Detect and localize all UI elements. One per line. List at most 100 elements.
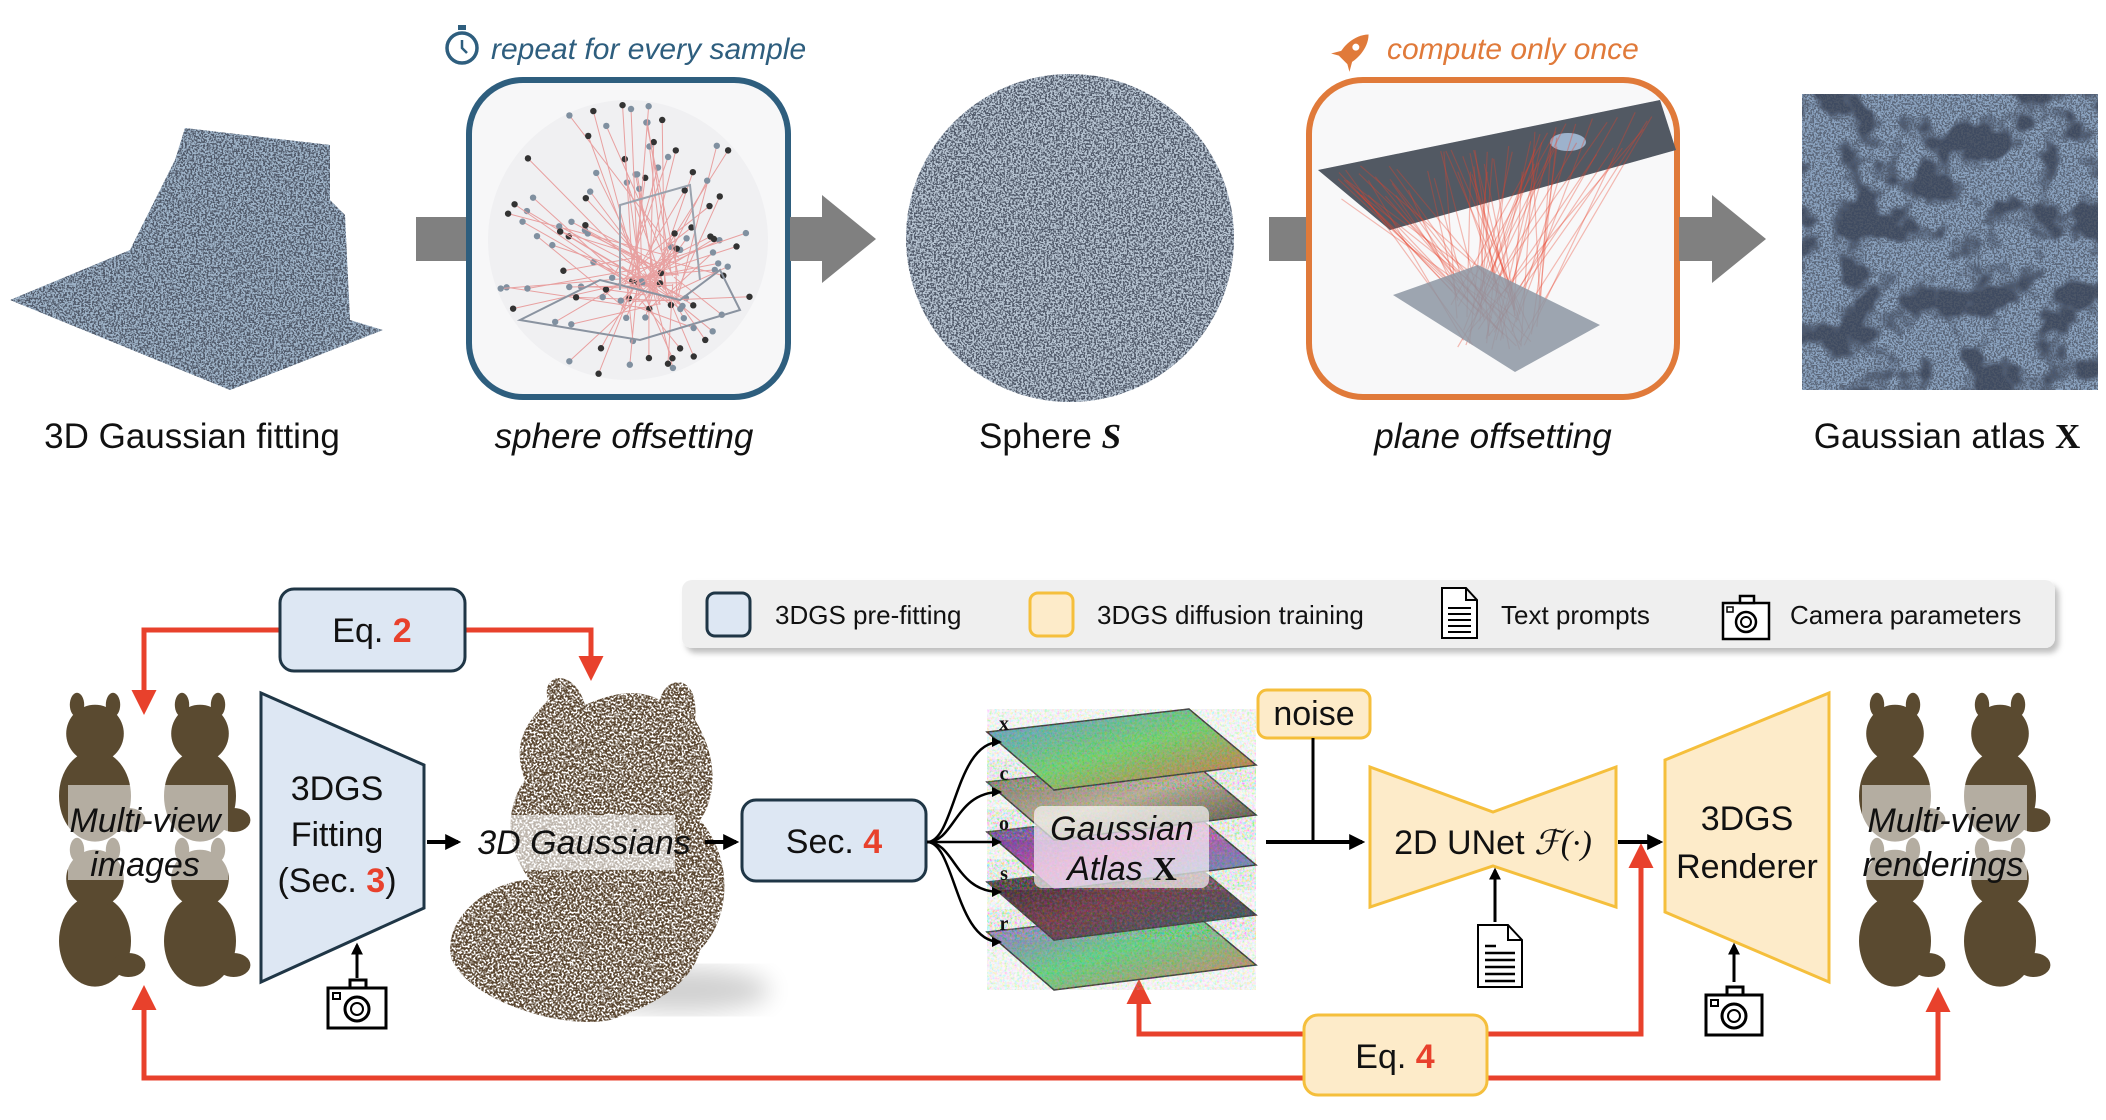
- offset-point: [715, 260, 722, 267]
- legend-text-prompts-label: Text prompts: [1501, 600, 1650, 630]
- offset-point: [556, 223, 563, 230]
- offset-point: [716, 193, 723, 200]
- offset-point: [634, 171, 641, 178]
- offset-point: [679, 302, 686, 310]
- offset-point: [586, 188, 594, 195]
- attribute-label-s: s: [1000, 863, 1008, 885]
- offset-point: [568, 218, 575, 225]
- top-plane: [1318, 100, 1676, 230]
- offset-ray: [633, 296, 750, 302]
- offset-point: [703, 177, 711, 184]
- offset-ray: [647, 205, 710, 256]
- offset-ray: [636, 306, 694, 329]
- multiview-renderings-label-2: renderings: [1863, 846, 2024, 884]
- offset-point: [566, 112, 573, 119]
- 3dgs-renderer-block: 3DGS Renderer: [1663, 690, 1831, 985]
- offset-ray: [513, 276, 655, 310]
- offset-point: [582, 221, 589, 229]
- plane-ray: [1539, 143, 1552, 310]
- unet-block: 2D UNet ℱ(·): [1368, 764, 1618, 910]
- offset-point: [688, 224, 695, 231]
- offset-ray: [648, 146, 667, 288]
- plane-ray: [1536, 137, 1558, 327]
- offset-point: [702, 336, 709, 344]
- once-note: compute only once: [1387, 33, 1639, 66]
- offset-ray: [677, 145, 718, 298]
- offset-ray: [595, 172, 650, 281]
- offset-point: [582, 194, 590, 202]
- offset-point: [621, 155, 628, 163]
- offset-point: [690, 353, 697, 360]
- plane-ray: [1475, 123, 1567, 301]
- offset-point: [733, 243, 740, 250]
- offset-point: [497, 285, 504, 292]
- sec4-box: Sec. 4: [740, 798, 928, 883]
- multiview-renderings-label-backdrop: [1862, 785, 2027, 880]
- branch-arrow-r: [926, 840, 1002, 947]
- offset-point: [724, 147, 732, 154]
- gray-arrow: [790, 195, 876, 283]
- attribute-label-o: o: [999, 813, 1009, 835]
- offset-point: [645, 103, 652, 110]
- offset-point: [617, 297, 625, 304]
- offset-ray: [568, 273, 665, 362]
- loss-lines: [131, 627, 1951, 1081]
- offset-ray: [568, 115, 679, 259]
- offset-point: [603, 122, 610, 130]
- offset-point: [529, 194, 537, 201]
- offset-ray: [527, 264, 664, 289]
- legend-prefit-label: 3DGS pre-fitting: [775, 600, 961, 630]
- offset-ray: [571, 303, 661, 325]
- legend-diffusion-label: 3DGS diffusion training: [1097, 600, 1364, 630]
- offset-ray: [514, 203, 646, 296]
- offset-point: [709, 328, 716, 335]
- offset-point: [602, 286, 610, 293]
- offset-ray: [605, 288, 647, 296]
- branch-arrow-x: [926, 737, 1002, 844]
- attribute-label-c: c: [1000, 763, 1009, 785]
- offset-point: [690, 324, 697, 332]
- offset-ray: [632, 238, 715, 289]
- plane-ray: [1486, 121, 1608, 296]
- multiview-images-label-2: images: [90, 846, 200, 884]
- multiview-images-label-backdrop: [68, 785, 228, 880]
- legend: 3DGS pre-fitting 3DGS diffusion training…: [682, 580, 2055, 648]
- svg-text:Eq. 4: Eq. 4: [1355, 1038, 1434, 1076]
- offset-ray: [532, 197, 625, 280]
- gaussian-atlas-image: [1802, 94, 2098, 390]
- offset-ray: [571, 221, 665, 273]
- offset-point: [676, 345, 684, 352]
- 3dgs-fitting-block: 3DGS Fitting (Sec. 3): [259, 690, 426, 985]
- gray-arrow-shaft: [416, 217, 470, 261]
- offset-point: [590, 107, 597, 115]
- offset-ray: [634, 106, 650, 274]
- offset-point: [671, 230, 678, 237]
- offset-point: [724, 263, 731, 270]
- gray-arrow-shaft: [1269, 217, 1309, 261]
- stage-label-sphere: Sphere S: [979, 417, 1121, 456]
- atlas-layer-x: [985, 708, 1258, 791]
- offset-point: [710, 235, 718, 243]
- svg-text:noise: noise: [1273, 695, 1354, 733]
- offset-point: [511, 201, 518, 208]
- atlas-label-1: Gaussian: [1050, 810, 1194, 848]
- offset-point: [566, 358, 573, 365]
- offset-point: [509, 305, 517, 312]
- offset-point: [585, 132, 592, 140]
- plane-ray: [1535, 120, 1648, 295]
- offset-point: [650, 138, 657, 146]
- offset-point: [626, 361, 634, 368]
- offset-point: [597, 345, 605, 352]
- plane-ray: [1338, 172, 1453, 292]
- offset-ray: [592, 110, 633, 257]
- offset-point: [680, 314, 688, 322]
- eq4-to-images-arrow: [131, 985, 1303, 1081]
- eq4-to-atlas-arrow: [1126, 979, 1303, 1037]
- offset-ray: [622, 105, 634, 288]
- attribute-branch-arrows: [926, 737, 1002, 947]
- plane-ray: [1515, 118, 1593, 323]
- offset-ray: [585, 197, 660, 279]
- noise-box: noise: [1256, 688, 1372, 740]
- offset-point: [619, 101, 626, 109]
- offset-point: [599, 293, 606, 301]
